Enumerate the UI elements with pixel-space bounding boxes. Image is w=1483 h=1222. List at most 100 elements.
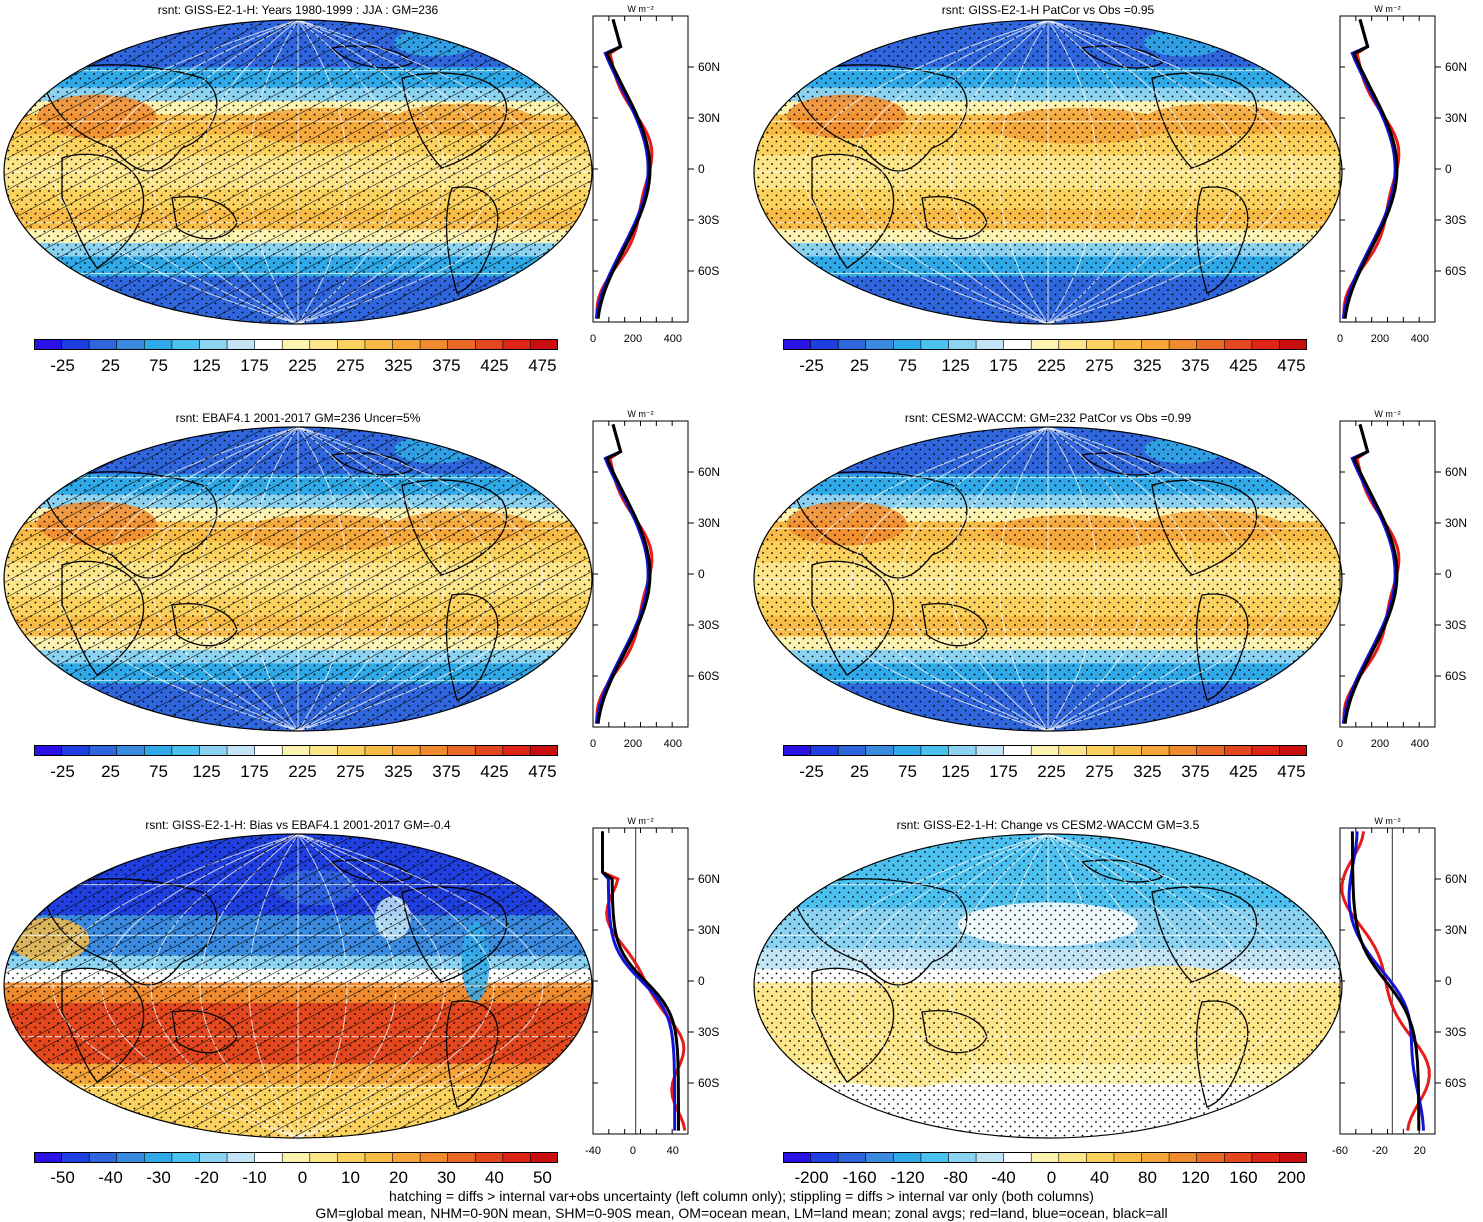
zonal-tick-label: 400 [664, 738, 682, 750]
zonal-tick-label: 400 [1411, 738, 1429, 750]
colorbar-tick-label: 225 [288, 762, 317, 781]
colorbar-tick-label: 175 [989, 356, 1018, 375]
latitude-label: 30N [698, 923, 720, 937]
zonal-tick-label: 200 [1371, 333, 1389, 345]
footer-line-2: GM=global mean, NHM=0-90N mean, SHM=0-90… [315, 1205, 1168, 1221]
colorbar-tick-label: 125 [941, 762, 970, 781]
colorbar-labels: -25 25 75 125 175 225 275 325 375 425 475 [783, 356, 1307, 376]
zonal-unit: W m⁻² [1374, 409, 1400, 419]
colorbar [34, 339, 558, 350]
zonal-land-curve [1342, 423, 1401, 724]
zonal-unit: W m⁻² [627, 409, 653, 419]
colorbar-tick-label: 125 [941, 356, 970, 375]
latitude-label: 60N [1445, 60, 1467, 74]
zonal-unit: W m⁻² [627, 816, 653, 826]
latitude-label: 30N [1445, 516, 1467, 530]
colorbar-tick-label: 160 [1229, 1168, 1258, 1187]
latitude-label: 60S [1445, 669, 1466, 683]
zonal-unit: W m⁻² [627, 4, 653, 14]
zonal-ocean-curve [594, 423, 650, 724]
zonal-tick-label: 40 [667, 1145, 679, 1157]
latitude-label: 30S [698, 618, 719, 632]
footer-legend: hatching = diffs > internal var+obs unce… [0, 1188, 1483, 1222]
zonal-tick-label: 200 [624, 333, 642, 345]
zonal-all-curve [596, 18, 652, 319]
zonal-all-curve [1343, 423, 1399, 724]
colorbar-tick-label: 75 [149, 762, 168, 781]
colorbar-tick-label: -200 [794, 1168, 829, 1187]
world-map [3, 833, 593, 1139]
colorbar-tick-label: 225 [1037, 762, 1066, 781]
latitude-label: 60N [1445, 872, 1467, 886]
colorbar-tick-label: 375 [432, 356, 461, 375]
zonal-ocean-curve [1341, 423, 1397, 724]
zonal-tick-label: -60 [1332, 1145, 1348, 1157]
zonal-ocean-curve [1347, 831, 1425, 1131]
footer-line-1: hatching = diffs > internal var+obs unce… [389, 1188, 1094, 1204]
colorbar-labels: -200 -160 -120 -80 -40 0 40 80 120 160 200 [783, 1168, 1307, 1188]
colorbar-tick-label: 40 [484, 1168, 504, 1187]
zonal-mean-profile: 60N 30N 0 30S 60S W m⁻² -60 -20 20 [1332, 816, 1467, 1157]
colorbar-tick-label: 325 [384, 762, 413, 781]
zonal-land-curve [595, 18, 654, 319]
map-title: rsnt: GISS-E2-1-H: Years 1980-1999 : JJA… [157, 3, 439, 17]
latitude-label: 60N [698, 60, 720, 74]
colorbar-tick-label: 225 [1037, 356, 1066, 375]
colorbar-tick-label: 475 [528, 356, 557, 375]
latitude-label: 30S [1445, 213, 1466, 227]
zonal-ocean-curve [601, 831, 677, 1131]
map-title: rsnt: GISS-E2-1-H PatCor vs Obs =0.95 [941, 3, 1155, 17]
latitude-label: 0 [1445, 567, 1452, 581]
latitude-label: 30N [1445, 923, 1467, 937]
latitude-label: 60S [698, 264, 719, 278]
colorbar-tick-label: -10 [242, 1168, 267, 1187]
zonal-all-curve [601, 831, 680, 1131]
colorbar-tick-label: 275 [1085, 762, 1114, 781]
colorbar-tick-label: -120 [890, 1168, 925, 1187]
colorbar-tick-label: 425 [480, 356, 509, 375]
zonal-ocean-curve [594, 18, 650, 319]
colorbar-tick-label: -80 [943, 1168, 968, 1187]
zonal-mean-profile: 60N 30N 0 30S 60S W m⁻² 0 200 400 [1337, 409, 1467, 750]
zonal-mean-profile: 60N 30N 0 30S 60S W m⁻² 0 200 400 [590, 409, 720, 750]
colorbar-tick-label: 125 [192, 356, 221, 375]
latitude-label: 0 [1445, 974, 1452, 988]
latitude-label: 60S [698, 669, 719, 683]
colorbar-tick-label: 325 [1133, 356, 1162, 375]
zonal-tick-label: 20 [1414, 1145, 1426, 1157]
latitude-label: 0 [698, 974, 705, 988]
colorbar [34, 1152, 558, 1163]
map-title: rsnt: EBAF4.1 2001-2017 GM=236 Uncer=5% [175, 411, 421, 425]
latitude-label: 60N [698, 465, 720, 479]
map-title: rsnt: GISS-E2-1-H: Bias vs EBAF4.1 2001-… [145, 818, 451, 832]
zonal-tick-label: -40 [585, 1145, 601, 1157]
colorbar-tick-label: 375 [1181, 762, 1210, 781]
zonal-tick-label: 400 [664, 333, 682, 345]
colorbar-tick-label: 475 [1277, 356, 1306, 375]
zonal-unit: W m⁻² [1374, 816, 1400, 826]
colorbar-tick-label: 20 [388, 1168, 408, 1187]
colorbar-tick-label: 120 [1181, 1168, 1210, 1187]
latitude-label: 60N [698, 872, 720, 886]
zonal-mean-profile: 60N 30N 0 30S 60S W m⁻² -40 0 40 [585, 816, 720, 1157]
zonal-ocean-curve [1341, 18, 1397, 319]
colorbar-tick-label: 50 [532, 1168, 552, 1187]
colorbar-tick-label: 25 [101, 762, 120, 781]
zonal-all-curve [596, 423, 652, 724]
zonal-mean-profile: 60N 30N 0 30S 60S W m⁻² 0 200 400 [590, 4, 720, 345]
latitude-label: 30N [1445, 111, 1467, 125]
zonal-tick-label: 0 [1337, 738, 1343, 750]
map-title: rsnt: CESM2-WACCM: GM=232 PatCor vs Obs … [904, 411, 1192, 425]
latitude-label: 60S [1445, 264, 1466, 278]
world-map [3, 19, 593, 325]
zonal-tick-label: 400 [1411, 333, 1429, 345]
colorbar-tick-label: -20 [194, 1168, 219, 1187]
latitude-label: 30S [698, 213, 719, 227]
colorbar-tick-label: 175 [989, 762, 1018, 781]
latitude-label: 0 [698, 162, 705, 176]
latitude-label: 60S [1445, 1076, 1466, 1090]
zonal-tick-label: 200 [1371, 738, 1389, 750]
colorbar-tick-label: 175 [240, 762, 269, 781]
colorbar-tick-label: 40 [1089, 1168, 1109, 1187]
colorbar-tick-label: -25 [50, 762, 75, 781]
